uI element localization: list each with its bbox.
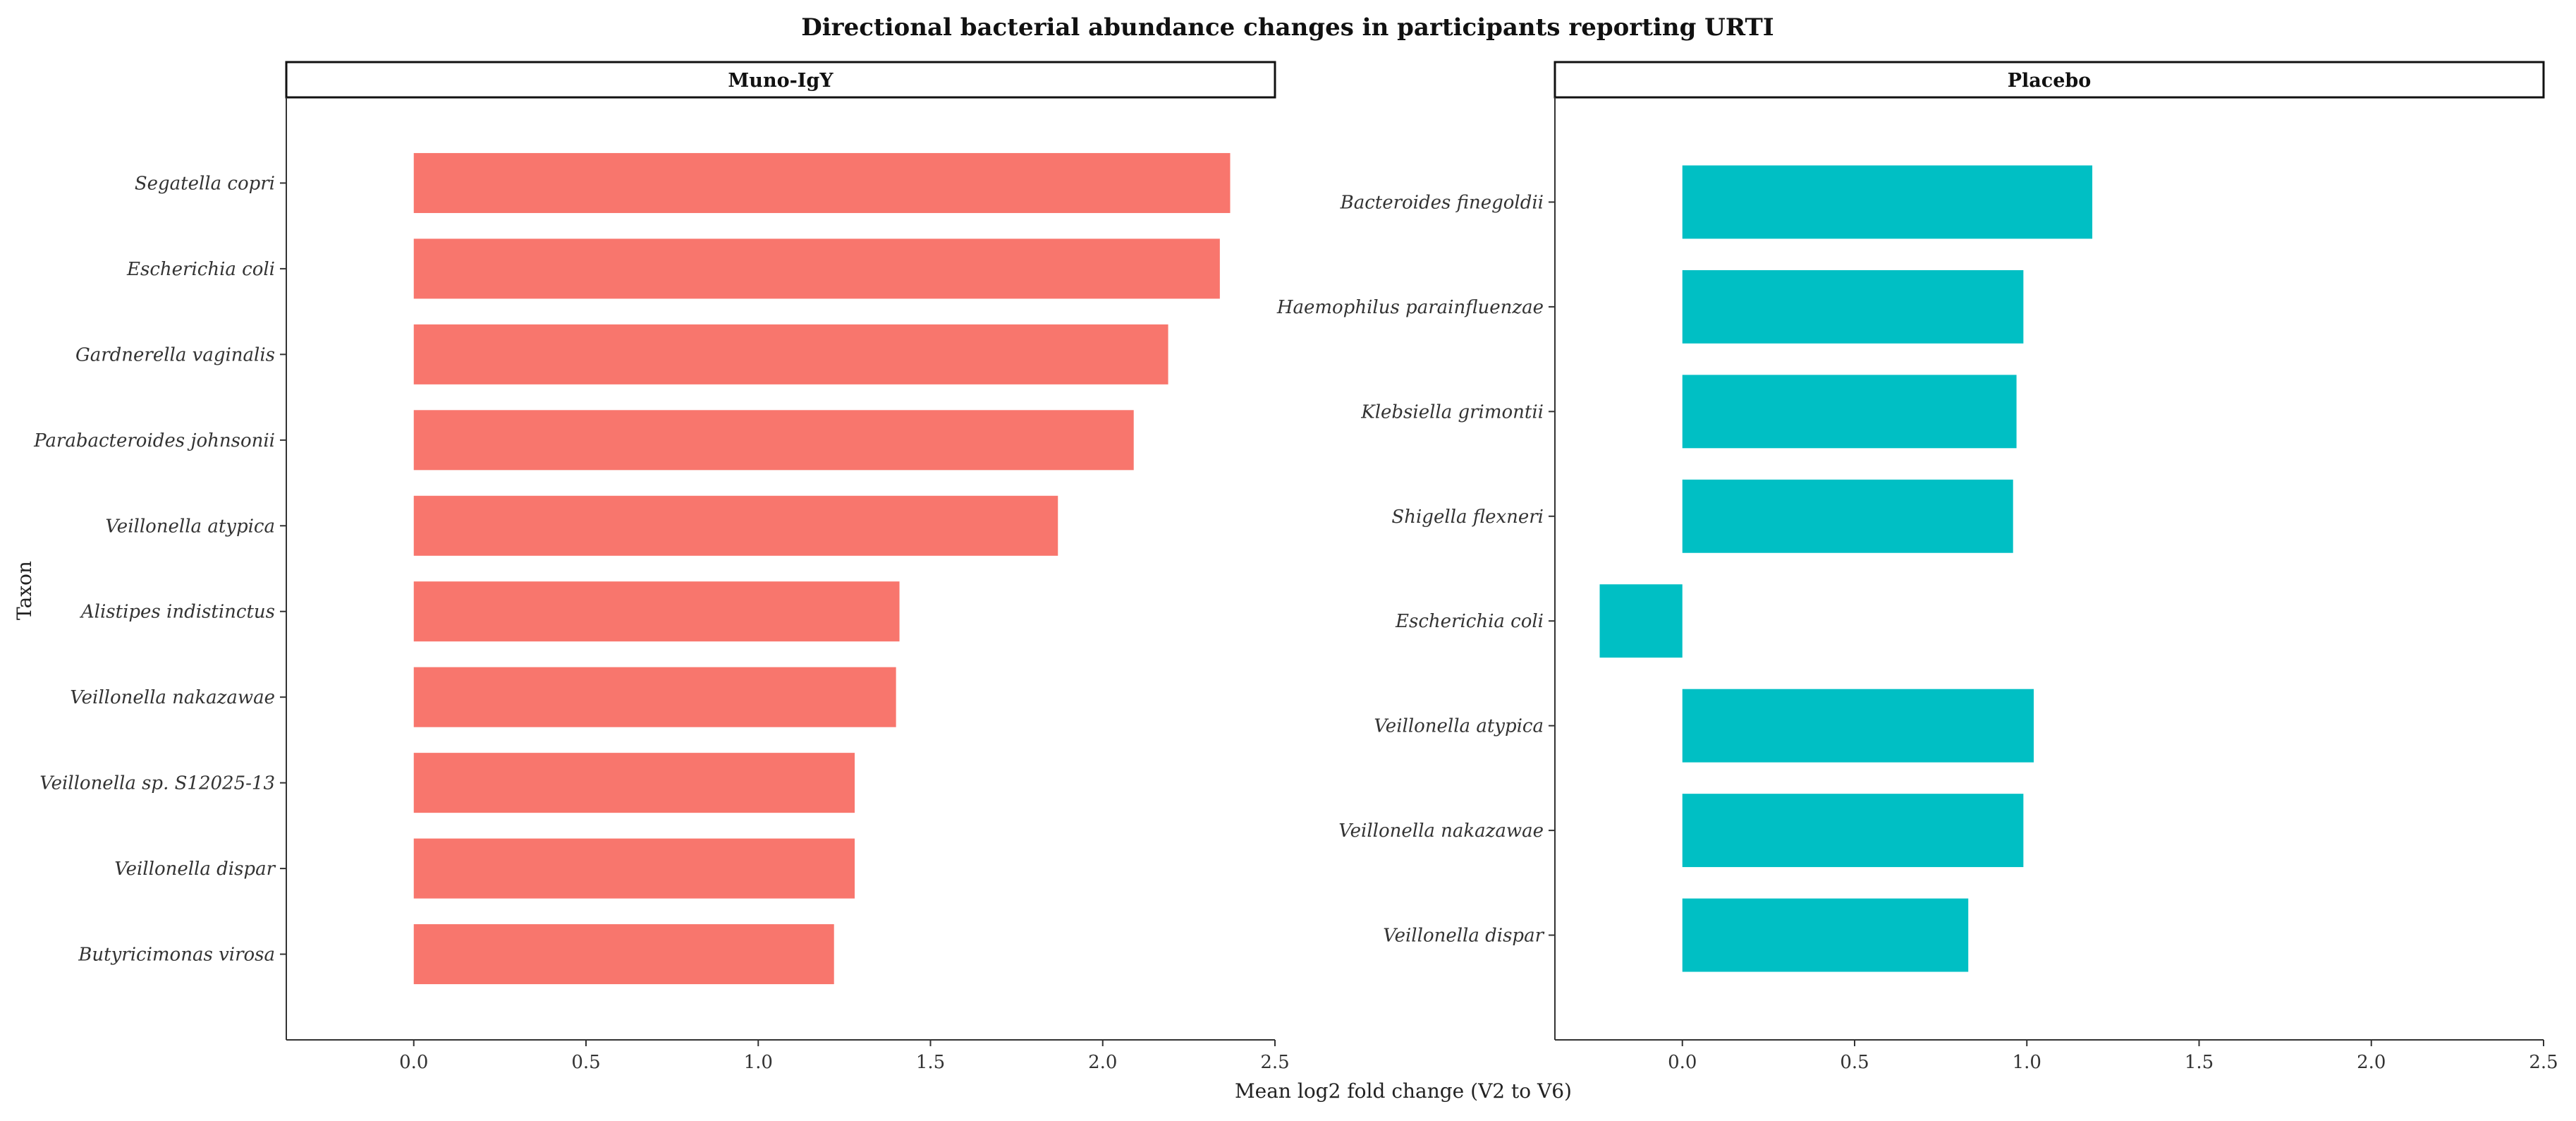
bar: [1682, 689, 2034, 763]
bar: [1682, 375, 2017, 449]
bar: [413, 924, 834, 985]
bar: [413, 581, 900, 642]
x-tick-label: 0.5: [571, 1052, 600, 1073]
category-label: Alistipes indistinctus: [80, 602, 275, 623]
bar: [413, 152, 1231, 213]
x-tick-label: 0.0: [399, 1052, 428, 1073]
x-tick-label: 1.0: [744, 1052, 773, 1073]
category-label: Gardnerella vaginalis: [75, 344, 275, 365]
x-tick-label: 2.5: [1260, 1052, 1289, 1073]
category-label: Haemophilus parainfluenzae: [1276, 297, 1544, 318]
category-label: Butyricimonas virosa: [78, 945, 275, 966]
bar: [413, 667, 896, 727]
chart-title: Directional bacterial abundance changes …: [801, 13, 1774, 42]
x-tick-label: 0.5: [1840, 1052, 1869, 1073]
panel-strip-label: Placebo: [2008, 70, 2092, 92]
x-tick-label: 1.0: [2013, 1052, 2041, 1073]
panels-layer: Muno-IgY 0.0 0.5 1.0 1.5 2.0 2.5 Segatella copr…: [33, 61, 2558, 1073]
category-label: Veillonella dispar: [1383, 926, 1544, 947]
bar: [413, 495, 1058, 556]
category-label: Escherichia coli: [126, 259, 275, 280]
x-tick-label: 2.0: [2357, 1052, 2386, 1073]
category-label: Veillonella atypica: [105, 516, 275, 537]
panel-1: Placebo 0.0 0.5 1.0 1.5 2.0 2.5 Bacteroides fin…: [1276, 61, 2558, 1073]
bar: [1682, 269, 2024, 344]
category-label: Veillonella dispar: [114, 859, 276, 880]
x-tick-label: 2.0: [1088, 1052, 1117, 1073]
x-axis-title: Mean log2 fold change (V2 to V6): [1235, 1079, 1572, 1103]
bar: [413, 324, 1168, 384]
bar: [413, 838, 855, 899]
category-label: Veillonella nakazawae: [1338, 820, 1544, 842]
x-tick-label: 2.5: [2529, 1052, 2558, 1073]
category-label: Veillonella sp. S12025-13: [39, 773, 275, 794]
panel-strip-box: [1553, 61, 2545, 99]
category-label: Escherichia coli: [1395, 611, 1544, 632]
category-label: Bacteroides finegoldii: [1340, 192, 1544, 213]
category-label: Parabacteroides johnsonii: [33, 430, 275, 452]
bar: [1682, 165, 2093, 239]
bar: [413, 410, 1134, 471]
panel-0: Muno-IgY 0.0 0.5 1.0 1.5 2.0 2.5 Segatella copr…: [33, 61, 1290, 1073]
bar: [413, 238, 1220, 299]
panel-strip-box: [285, 61, 1276, 99]
bar: [413, 753, 855, 813]
x-tick-label: 0.0: [1668, 1052, 1697, 1073]
bar: [1682, 794, 2024, 868]
category-label: Klebsiella grimontii: [1360, 401, 1544, 423]
x-tick-label: 1.5: [2185, 1052, 2214, 1073]
x-tick-label: 1.5: [916, 1052, 945, 1073]
y-axis-title: Taxon: [13, 561, 36, 620]
panel-strip-label: Muno-IgY: [728, 70, 834, 92]
category-label: Veillonella nakazawae: [70, 687, 275, 708]
category-label: Shigella flexneri: [1391, 507, 1544, 528]
bar: [1682, 479, 2013, 553]
category-label: Veillonella atypica: [1374, 716, 1544, 737]
category-label: Segatella copri: [135, 173, 275, 194]
bar: [1682, 898, 1969, 972]
bar: [1599, 584, 1683, 658]
